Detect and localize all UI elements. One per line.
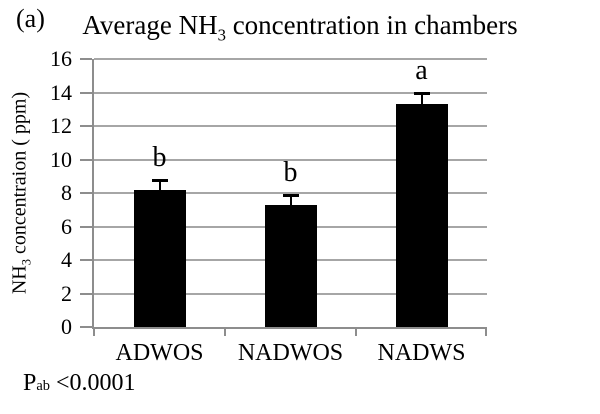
error-bar-cap bbox=[151, 179, 168, 183]
p-value-annotation: Pab <0.0001 bbox=[23, 370, 136, 396]
error-bar-cap bbox=[282, 193, 299, 197]
y-axis-tick bbox=[80, 292, 92, 295]
error-bar-cap bbox=[413, 92, 430, 96]
gridline bbox=[94, 125, 487, 127]
bar bbox=[264, 204, 317, 327]
y-axis-tick bbox=[80, 158, 92, 161]
plot-area: 0 2 4 6 8 10 12 14 16 b ADWOS b NADWOS a NADWS bbox=[50, 48, 487, 366]
significance-letter: b bbox=[283, 156, 298, 188]
chart-title-subscript: 3 bbox=[217, 25, 226, 45]
gridline bbox=[94, 58, 487, 60]
bar bbox=[133, 189, 186, 327]
y-tick-label: 12 bbox=[50, 113, 72, 138]
error-bar-whisker bbox=[289, 195, 292, 205]
y-axis-tick bbox=[80, 192, 92, 194]
gridline bbox=[94, 192, 487, 194]
error-bar-whisker bbox=[158, 181, 161, 190]
y-tick-label: 6 bbox=[61, 213, 72, 239]
x-category-label: ADWOS bbox=[115, 340, 204, 366]
p-value-prefix: P bbox=[23, 370, 37, 396]
x-axis-tick bbox=[485, 327, 487, 336]
y-tick-label: 10 bbox=[50, 146, 72, 172]
chart-title-text-rest: concentration in chambers bbox=[225, 10, 518, 40]
y-axis-tick bbox=[80, 259, 92, 261]
significance-letter: b bbox=[152, 142, 167, 174]
x-axis-tick bbox=[93, 327, 95, 336]
panel-label: (a) bbox=[16, 4, 45, 33]
chart-title: Average NH3 concentration in chambers bbox=[0, 10, 600, 45]
y-axis-tick bbox=[80, 125, 92, 127]
y-axis-tick bbox=[80, 91, 92, 94]
y-axis-tick bbox=[80, 326, 92, 328]
x-axis-tick bbox=[224, 327, 226, 336]
y-tick-label: 2 bbox=[61, 280, 72, 306]
significance-letter: a bbox=[415, 55, 428, 87]
gridline bbox=[94, 158, 487, 161]
y-tick-label: 4 bbox=[61, 247, 72, 272]
x-category-label: NADWOS bbox=[237, 340, 344, 366]
p-value-number: <0.0001 bbox=[49, 370, 136, 396]
error-bar-whisker bbox=[420, 94, 423, 105]
x-axis-tick bbox=[355, 327, 357, 336]
p-value-subscript: ab bbox=[36, 378, 50, 394]
y-axis-tick bbox=[80, 58, 92, 60]
x-category-label: NADWS bbox=[377, 340, 466, 366]
gridline bbox=[94, 91, 487, 94]
y-axis-tick bbox=[80, 225, 92, 228]
y-tick-label: 16 bbox=[50, 46, 72, 71]
y-tick-label: 8 bbox=[61, 180, 72, 205]
y-tick-label: 14 bbox=[50, 79, 72, 105]
bar bbox=[395, 104, 448, 327]
y-tick-label: 0 bbox=[61, 314, 72, 339]
chart-title-text: Average NH bbox=[82, 10, 218, 40]
